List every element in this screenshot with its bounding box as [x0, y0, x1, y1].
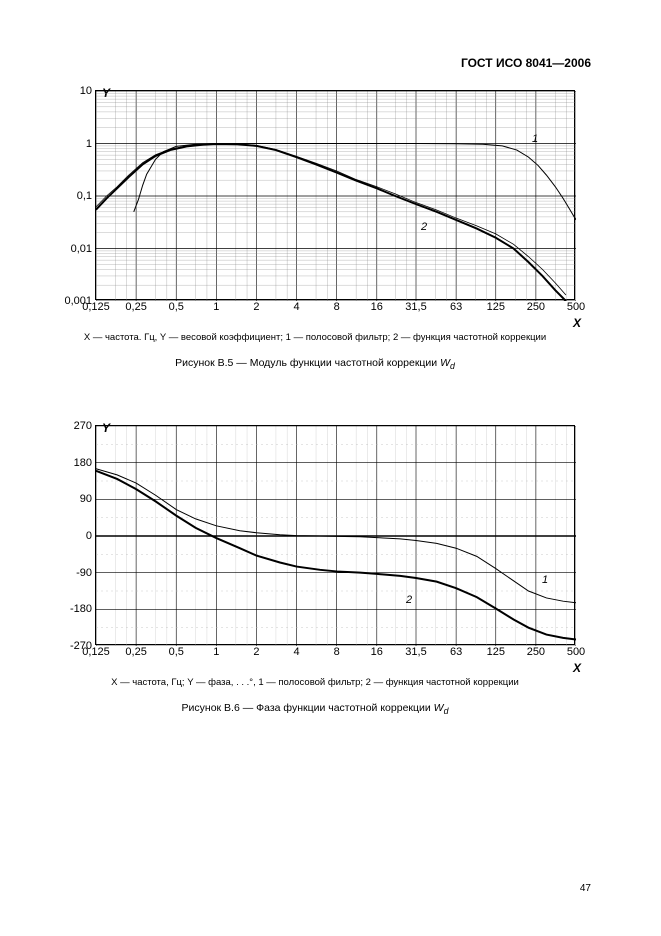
y-tick-label: 90: [80, 493, 92, 505]
x-tick-label: 4: [294, 301, 300, 313]
chart1-x-axis-label: X: [573, 316, 581, 330]
x-tick-label: 31,5: [405, 646, 426, 658]
x-tick-label: 0,25: [125, 646, 146, 658]
x-tick-label: 4: [294, 646, 300, 658]
page-number: 47: [580, 883, 591, 894]
x-tick-label: 63: [450, 646, 462, 658]
x-tick-label: 250: [527, 646, 545, 658]
x-tick-label: 63: [450, 301, 462, 313]
chart2-legend: X — частота, Гц; Y — фаза, . . .°, 1 — п…: [55, 677, 575, 688]
chart1-svg: [96, 91, 576, 301]
curve-label-2: 2: [421, 221, 427, 233]
chart1-caption-sub: d: [450, 361, 455, 371]
figure-b5: Y 120,0010,010,11100,1250,250,512481631,…: [55, 90, 575, 371]
x-tick-label: 0,25: [125, 301, 146, 313]
x-tick-label: 2: [253, 301, 259, 313]
x-tick-label: 1: [213, 646, 219, 658]
chart1-caption: Рисунок В.5 — Модуль функции частотной к…: [55, 357, 575, 371]
chart1-caption-symbol: W: [440, 357, 450, 369]
x-tick-label: 8: [334, 301, 340, 313]
x-tick-label: 0,125: [82, 301, 110, 313]
y-tick-label: 180: [74, 457, 92, 469]
chart2-plot-area: 12-270-180-900901802700,1250,250,5124816…: [95, 425, 575, 645]
x-tick-label: 16: [371, 646, 383, 658]
figure-b6: Y 12-270-180-900901802700,1250,250,51248…: [55, 425, 575, 716]
y-tick-label: 270: [74, 420, 92, 432]
chart2-caption-text: Рисунок В.6 — Фаза функции частотной кор…: [182, 702, 434, 714]
y-tick-label: 0,1: [77, 190, 92, 202]
page: ГОСТ ИСО 8041—2006 Y 120,0010,010,11100,…: [0, 0, 661, 936]
y-tick-label: 1: [86, 138, 92, 150]
x-tick-label: 8: [334, 646, 340, 658]
y-tick-label: 0,01: [71, 243, 92, 255]
chart2-caption: Рисунок В.6 — Фаза функции частотной кор…: [55, 702, 575, 716]
x-tick-label: 2: [253, 646, 259, 658]
y-tick-label: -180: [70, 603, 92, 615]
x-tick-label: 500: [567, 646, 585, 658]
chart2-svg: [96, 426, 576, 646]
y-tick-label: 0: [86, 530, 92, 542]
x-tick-label: 500: [567, 301, 585, 313]
chart1-plot-area: 120,0010,010,11100,1250,250,512481631,56…: [95, 90, 575, 300]
x-tick-label: 0,5: [169, 301, 184, 313]
x-tick-label: 1: [213, 301, 219, 313]
x-tick-label: 125: [487, 646, 505, 658]
curve-label-1: 1: [542, 574, 548, 586]
y-tick-label: -90: [76, 567, 92, 579]
y-tick-label: 10: [80, 85, 92, 97]
x-tick-label: 31,5: [405, 301, 426, 313]
document-header: ГОСТ ИСО 8041—2006: [461, 56, 591, 70]
x-tick-label: 125: [487, 301, 505, 313]
curve-label-1: 1: [532, 133, 538, 145]
chart2-caption-symbol: W: [434, 702, 444, 714]
curve-label-2: 2: [406, 594, 412, 606]
chart1-caption-text: Рисунок В.5 — Модуль функции частотной к…: [175, 357, 440, 369]
x-tick-label: 0,125: [82, 646, 110, 658]
chart2-caption-sub: d: [444, 706, 449, 716]
x-tick-label: 250: [527, 301, 545, 313]
x-tick-label: 0,5: [169, 646, 184, 658]
chart1-legend: X — частота. Гц, Y — весовой коэффициент…: [55, 332, 575, 343]
x-tick-label: 16: [371, 301, 383, 313]
chart2-x-axis-label: X: [573, 661, 581, 675]
